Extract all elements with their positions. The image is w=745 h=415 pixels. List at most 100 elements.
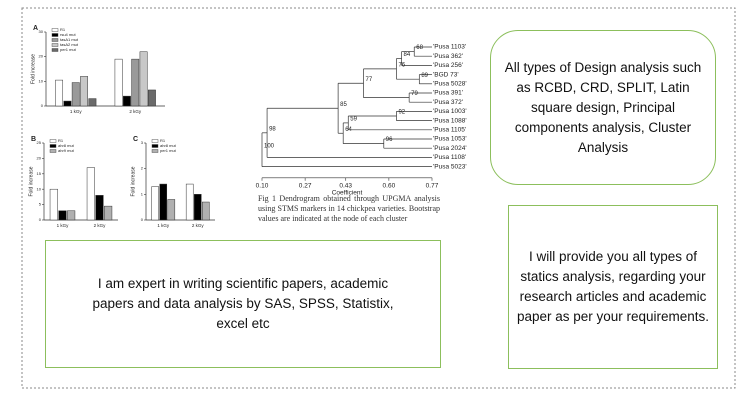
bar bbox=[104, 205, 113, 221]
bar bbox=[58, 210, 67, 221]
bootstrap-label: 89 bbox=[421, 73, 428, 79]
legend-swatch bbox=[51, 28, 59, 32]
x-tick-label: 0.77 bbox=[426, 183, 439, 190]
legend-swatch bbox=[49, 139, 57, 143]
x-axis-label: Coefficient bbox=[332, 190, 363, 197]
leaf-label: 'Pusa 362' bbox=[433, 53, 463, 60]
bootstrap-label: 79 bbox=[411, 91, 418, 97]
bar bbox=[67, 210, 76, 221]
x-tick-label: 0.27 bbox=[299, 183, 312, 190]
bar bbox=[123, 95, 131, 107]
bar bbox=[167, 199, 176, 221]
legend-label: per1 mut bbox=[60, 47, 77, 52]
y-tick-label: 25 bbox=[37, 140, 42, 145]
expert-box: I am expert in writing scientific papers… bbox=[45, 240, 441, 368]
legend-label: rsu4 mut bbox=[60, 32, 76, 37]
bar bbox=[95, 195, 104, 221]
group-label: 2 kGy bbox=[192, 223, 205, 228]
bar bbox=[55, 79, 64, 107]
legend-label: R1 bbox=[160, 138, 166, 143]
legend-swatch bbox=[151, 149, 159, 153]
leaf-label: 'Pusa 5028' bbox=[433, 81, 467, 88]
bootstrap-label: 96 bbox=[386, 137, 393, 143]
leaf-label: 'Pusa 372' bbox=[433, 99, 463, 106]
x-tick-label: 0.10 bbox=[256, 183, 269, 190]
group-label: 2 kGy bbox=[129, 109, 142, 114]
legend-label: ahr9 mut bbox=[58, 148, 75, 153]
bar bbox=[193, 194, 202, 221]
y-axis-label: Fold increase bbox=[28, 166, 34, 196]
bar bbox=[202, 201, 210, 221]
bar bbox=[86, 167, 95, 221]
y-tick-label: 10 bbox=[37, 186, 42, 191]
leaf-label: 'Pusa 1108' bbox=[433, 154, 466, 161]
legend-swatch bbox=[151, 139, 159, 143]
y-tick-label: 20 bbox=[39, 54, 44, 59]
bar bbox=[185, 183, 194, 221]
leaf-label: 'Pusa 2024' bbox=[433, 145, 467, 152]
legend-swatch bbox=[51, 43, 59, 47]
y-tick-label: 1 bbox=[141, 191, 144, 196]
bar bbox=[49, 188, 58, 221]
legend-label: R1 bbox=[58, 138, 64, 143]
legend-swatch bbox=[51, 48, 59, 52]
legend-label: ahr8 mut bbox=[160, 143, 177, 148]
bootstrap-label: 92 bbox=[398, 110, 405, 116]
group-label: 2 kGy bbox=[94, 223, 107, 228]
y-tick-label: 3 bbox=[141, 140, 144, 145]
x-tick-label: 0.43 bbox=[339, 183, 352, 190]
bootstrap-label: 100 bbox=[264, 143, 275, 149]
y-tick-label: 0 bbox=[39, 217, 42, 222]
leaf-label: 'Pusa 1088' bbox=[433, 117, 467, 124]
bootstrap-label: 76 bbox=[398, 62, 405, 68]
bar bbox=[151, 186, 159, 221]
legend-label: R1 bbox=[60, 27, 66, 32]
y-tick-label: 30 bbox=[39, 29, 44, 34]
legend-swatch bbox=[49, 149, 57, 153]
leaf-label: 'Pusa 5023' bbox=[433, 163, 467, 170]
bootstrap-label: 85 bbox=[340, 102, 347, 108]
legend-swatch bbox=[51, 38, 59, 42]
leaf-label: 'Pusa 1105' bbox=[433, 127, 466, 134]
bootstrap-label: 77 bbox=[365, 77, 372, 83]
dendrogram-caption: Fig 1 Dendrogram obtained through UPGMA … bbox=[258, 194, 440, 223]
legend-label: per1 mut bbox=[160, 148, 177, 153]
leaf-label: 'Pusa 1003' bbox=[433, 108, 467, 115]
legend-label: tasA2 mut bbox=[60, 42, 79, 47]
bootstrap-label: 64 bbox=[345, 127, 352, 133]
leaf-label: 'Pusa 391' bbox=[433, 90, 463, 97]
bar bbox=[80, 76, 88, 107]
bootstrap-label: 68 bbox=[416, 45, 423, 51]
outer-border bbox=[21, 7, 736, 389]
bar bbox=[71, 82, 80, 107]
bootstrap-label: 84 bbox=[404, 52, 411, 58]
leaf-label: 'Pusa 256' bbox=[433, 62, 463, 69]
bootstrap-label: 59 bbox=[350, 116, 357, 122]
provide-box: I will provide you all types of statics … bbox=[508, 205, 718, 369]
panel-letter: A bbox=[33, 25, 38, 32]
legend-swatch bbox=[151, 144, 159, 148]
bar bbox=[114, 58, 123, 107]
bar bbox=[63, 100, 72, 107]
panel-letter: B bbox=[31, 136, 36, 143]
x-tick-label: 0.60 bbox=[383, 183, 396, 190]
legend-label: ahr8 mut bbox=[58, 143, 75, 148]
group-label: 1 kGy bbox=[70, 109, 83, 114]
legend-swatch bbox=[49, 144, 57, 148]
bar bbox=[139, 51, 148, 107]
y-axis-label: Fold increase bbox=[130, 166, 136, 196]
leaf-label: 'Pusa 1103' bbox=[433, 44, 466, 51]
group-label: 1 kGy bbox=[57, 223, 70, 228]
y-tick-label: 15 bbox=[37, 171, 42, 176]
y-tick-label: 20 bbox=[37, 155, 42, 160]
group-label: 1 kGy bbox=[157, 223, 170, 228]
y-axis-label: Fold increase bbox=[30, 54, 36, 84]
bootstrap-label: 98 bbox=[269, 126, 276, 132]
y-tick-label: 0 bbox=[41, 103, 44, 108]
bar bbox=[131, 58, 140, 107]
legend-swatch bbox=[51, 33, 59, 37]
y-tick-label: 5 bbox=[39, 202, 42, 207]
legend-label: tasA1 mut bbox=[60, 37, 79, 42]
